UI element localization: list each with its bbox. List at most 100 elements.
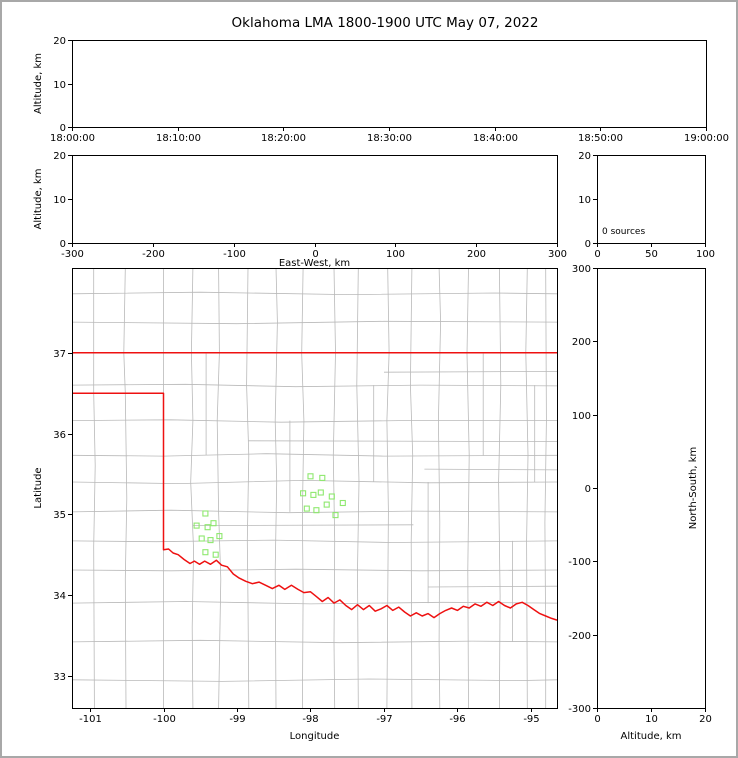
x-tick-labels: 0 10 20	[594, 714, 712, 725]
tick-label: -97	[376, 714, 392, 725]
county-line	[437, 267, 442, 709]
tick-label: -200	[568, 631, 591, 642]
county-line	[424, 468, 558, 471]
tick-label: 200	[572, 337, 591, 348]
tick-label: 10	[53, 80, 66, 91]
tick-label: -200	[142, 249, 165, 260]
county-line	[71, 291, 558, 296]
sources-count-annotation: 0 sources	[602, 227, 645, 237]
station-marker	[323, 501, 330, 508]
station-marker	[313, 507, 320, 514]
x-ticks	[597, 708, 706, 712]
tick-label: -96	[449, 714, 465, 725]
county-line	[71, 678, 558, 682]
county-line	[301, 267, 305, 709]
tick-label: 10	[53, 195, 66, 206]
station-marker	[204, 524, 211, 531]
county-line	[383, 370, 558, 373]
y-ticks	[68, 40, 72, 128]
station-marker	[319, 474, 326, 481]
y-ticks	[593, 268, 597, 709]
x-tick-labels: 18:00:00 18:10:00 18:20:00 18:30:00 18:40:00…	[50, 133, 729, 144]
county-line	[190, 267, 195, 709]
county-line	[71, 419, 557, 423]
station-marker	[207, 537, 214, 544]
county-line	[498, 267, 502, 709]
county-line	[246, 267, 250, 709]
tick-label: 300	[548, 249, 567, 260]
tick-label: 19:00:00	[684, 133, 729, 144]
source_histogram_panel: 0 50 100 0 10 20 0 sources	[578, 151, 715, 260]
tick-label: 0	[585, 484, 591, 495]
y-tick-labels: 0 10 20	[578, 151, 591, 250]
x-tick-labels: -300 -200 -100 0 100 200 300	[61, 249, 567, 260]
tick-label: 0	[594, 714, 600, 725]
county-line	[192, 524, 414, 526]
county-boundaries	[71, 267, 558, 709]
tick-label: -101	[79, 714, 102, 725]
station-marker	[328, 493, 335, 500]
station-marker	[193, 522, 200, 529]
panel-frame	[72, 40, 707, 128]
tick-label: 34	[53, 591, 66, 602]
state-border	[72, 352, 558, 621]
tick-label: 20	[53, 151, 66, 162]
x-ticks	[72, 243, 558, 247]
station-marker	[198, 535, 205, 542]
tick-label: 50	[645, 249, 658, 260]
tick-label: -300	[61, 249, 84, 260]
panel-frame	[72, 155, 558, 244]
station-markers	[193, 473, 346, 558]
county-line	[466, 267, 470, 709]
county-line	[123, 267, 128, 709]
county-line	[71, 479, 558, 485]
tick-label: 18:10:00	[156, 133, 201, 144]
county-line	[544, 267, 547, 708]
tick-label: -100	[568, 557, 591, 568]
station-marker	[303, 505, 310, 512]
x-axis-label: East-West, km	[279, 258, 350, 269]
county-line	[71, 639, 558, 644]
county-line	[274, 267, 278, 709]
x-ticks	[597, 243, 706, 247]
tick-label: 100	[572, 411, 591, 422]
tick-label: 36	[53, 430, 66, 441]
y-ticks	[593, 155, 597, 244]
county-line	[386, 267, 390, 709]
tick-label: 33	[53, 672, 66, 683]
tick-label: 18:20:00	[261, 133, 306, 144]
county-line	[247, 440, 558, 443]
station-marker	[310, 491, 317, 498]
y-ticks	[68, 155, 72, 244]
county-line	[71, 601, 558, 605]
tick-label: 10	[645, 714, 658, 725]
station-marker	[317, 489, 324, 496]
tick-label: 20	[53, 36, 66, 47]
county-line	[71, 568, 558, 572]
tick-label: 18:00:00	[50, 133, 95, 144]
station-marker	[300, 490, 307, 497]
x-axis-label: Altitude, km	[621, 731, 682, 742]
tick-label: 18:30:00	[367, 133, 412, 144]
tick-label: 35	[53, 510, 66, 521]
county-line	[71, 539, 558, 543]
panel-frame	[72, 268, 558, 709]
county-line	[71, 383, 558, 388]
tick-label: 10	[578, 195, 591, 206]
y-axis-label: Altitude, km	[33, 53, 44, 114]
tick-label: -300	[568, 704, 591, 715]
tick-label: 37	[53, 349, 66, 360]
station-marker	[202, 549, 209, 556]
x-tick-labels: 0 50 100	[594, 249, 715, 260]
tick-label: 0	[60, 123, 66, 134]
county-line	[71, 320, 558, 325]
station-marker	[332, 512, 339, 519]
y-tick-labels: -300 -200 -100 0 100 200 300	[568, 264, 591, 715]
x-axis-label: Longitude	[290, 731, 340, 742]
county-line	[332, 267, 336, 709]
station-marker	[339, 499, 346, 507]
time_height_panel: 18:00:00 18:10:00 18:20:00 18:30:00 18:40:00…	[33, 36, 729, 144]
station-marker	[216, 533, 223, 540]
